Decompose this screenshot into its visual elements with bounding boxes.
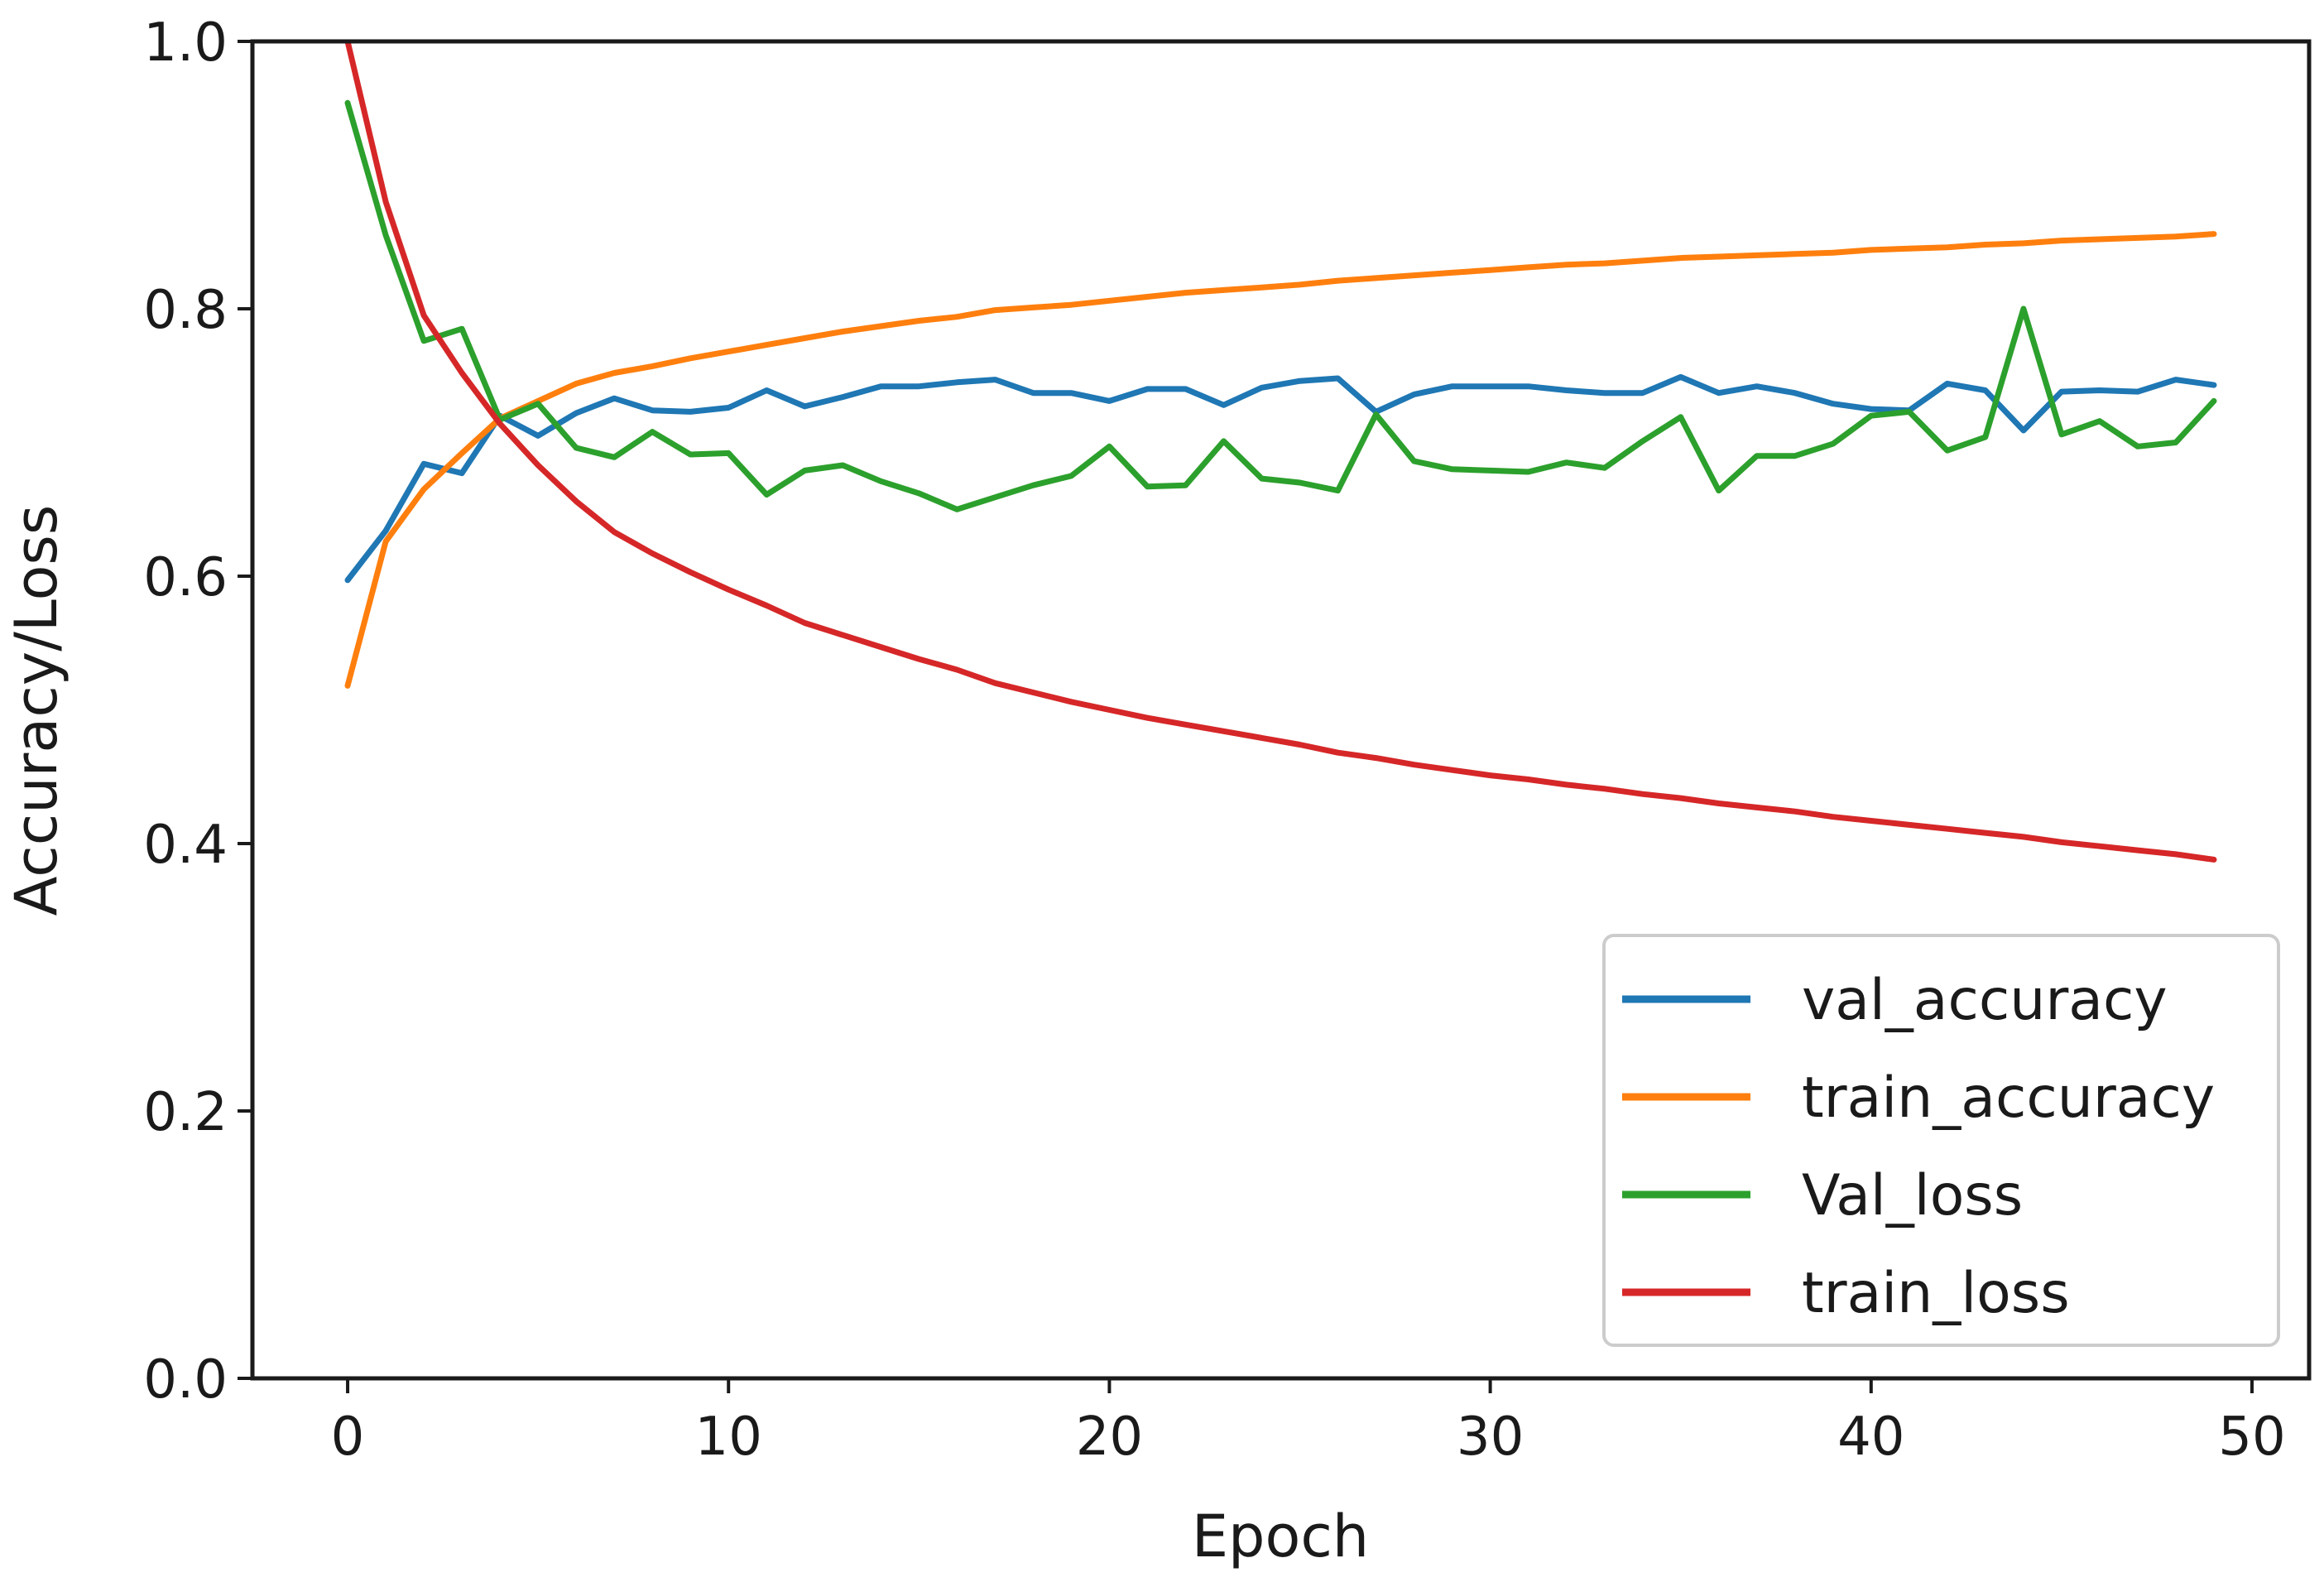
series-line-train-loss — [344, 41, 2217, 863]
x-tick-label: 30 — [1457, 1406, 1524, 1468]
series-layer — [344, 41, 2217, 863]
x-tick-label: 50 — [2218, 1406, 2285, 1468]
legend-label: val_accuracy — [1802, 968, 2168, 1033]
y-axis: 0.0 0.2 0.4 0.6 0.8 1.0 — [143, 12, 252, 1411]
x-tick-label: 10 — [695, 1406, 762, 1468]
x-axis-label: Epoch — [1192, 1503, 1369, 1570]
x-tick-label: 20 — [1076, 1406, 1143, 1468]
y-tick-label: 1.0 — [143, 12, 228, 74]
y-tick-label: 0.4 — [143, 815, 228, 876]
y-tick-label: 0.6 — [143, 547, 228, 608]
y-axis-label: Accuracy/Loss — [2, 505, 70, 916]
x-tick-label: 40 — [1837, 1406, 1904, 1468]
series-line-val-loss — [344, 99, 2217, 512]
legend-box — [1602, 934, 2280, 1347]
plot-frame — [250, 39, 2312, 1381]
x-axis: 0 10 20 30 40 50 — [331, 1378, 2286, 1468]
legend-label: train_accuracy — [1802, 1065, 2215, 1131]
x-tick-label: 0 — [331, 1406, 365, 1468]
legend-label: train_loss — [1802, 1261, 2070, 1326]
series-line-train-accuracy — [344, 231, 2217, 689]
y-tick-label: 0.8 — [143, 280, 228, 341]
y-tick-label: 0.2 — [143, 1082, 228, 1143]
y-tick-label: 0.0 — [143, 1349, 228, 1411]
legend-label: Val_loss — [1802, 1163, 2023, 1229]
legend: val_accuracy train_accuracy Val_loss train_… — [1602, 934, 2280, 1347]
